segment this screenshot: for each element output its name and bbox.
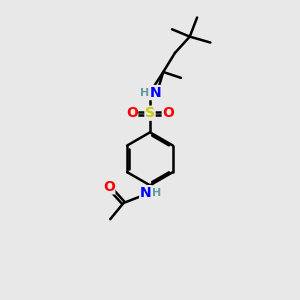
Text: S: S <box>145 106 155 120</box>
Text: O: O <box>162 106 174 120</box>
Text: N: N <box>140 186 152 200</box>
Text: H: H <box>140 88 149 98</box>
Text: O: O <box>103 180 115 194</box>
Text: H: H <box>152 188 161 198</box>
Text: N: N <box>149 85 161 100</box>
Text: O: O <box>126 106 138 120</box>
